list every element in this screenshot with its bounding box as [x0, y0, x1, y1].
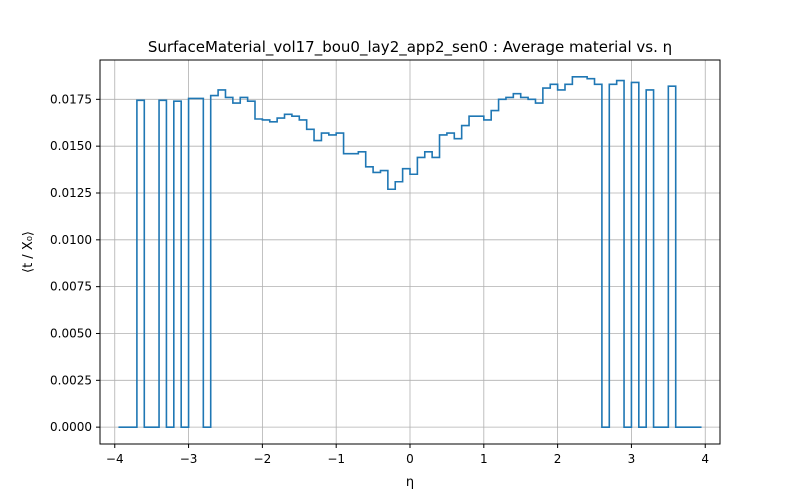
y-axis-label: ⟨t / X₀⟩	[21, 231, 36, 273]
x-tick-label: −3	[180, 452, 198, 466]
x-tick-label: 1	[480, 452, 488, 466]
y-tick-label: 0.0150	[50, 139, 92, 153]
y-tick-label: 0.0175	[50, 92, 92, 106]
y-tick-label: 0.0125	[50, 186, 92, 200]
x-tick-label: −4	[106, 452, 124, 466]
ticks: −4 −3 −2 −1 0 1 2 3 4 0.0000 0.0025 0.0050 0.0075 0.0…	[50, 92, 709, 466]
x-tick-label: −1	[327, 452, 345, 466]
series-step-line	[118, 76, 702, 428]
y-tick-label: 0.0050	[50, 326, 92, 340]
x-tick-label: −2	[254, 452, 272, 466]
y-tick-label: 0.0075	[50, 280, 92, 294]
y-tick-label: 0.0100	[50, 233, 92, 247]
x-tick-label: 3	[628, 452, 636, 466]
x-tick-label: 4	[701, 452, 709, 466]
x-tick-label: 2	[554, 452, 562, 466]
y-tick-label: 0.0025	[50, 373, 92, 387]
series-layer	[118, 76, 702, 428]
y-tick-label: 0.0000	[50, 420, 92, 434]
x-tick-label: 0	[406, 452, 414, 466]
x-axis-label: η	[406, 475, 414, 490]
chart-title: SurfaceMaterial_vol17_bou0_lay2_app2_sen…	[148, 38, 672, 57]
